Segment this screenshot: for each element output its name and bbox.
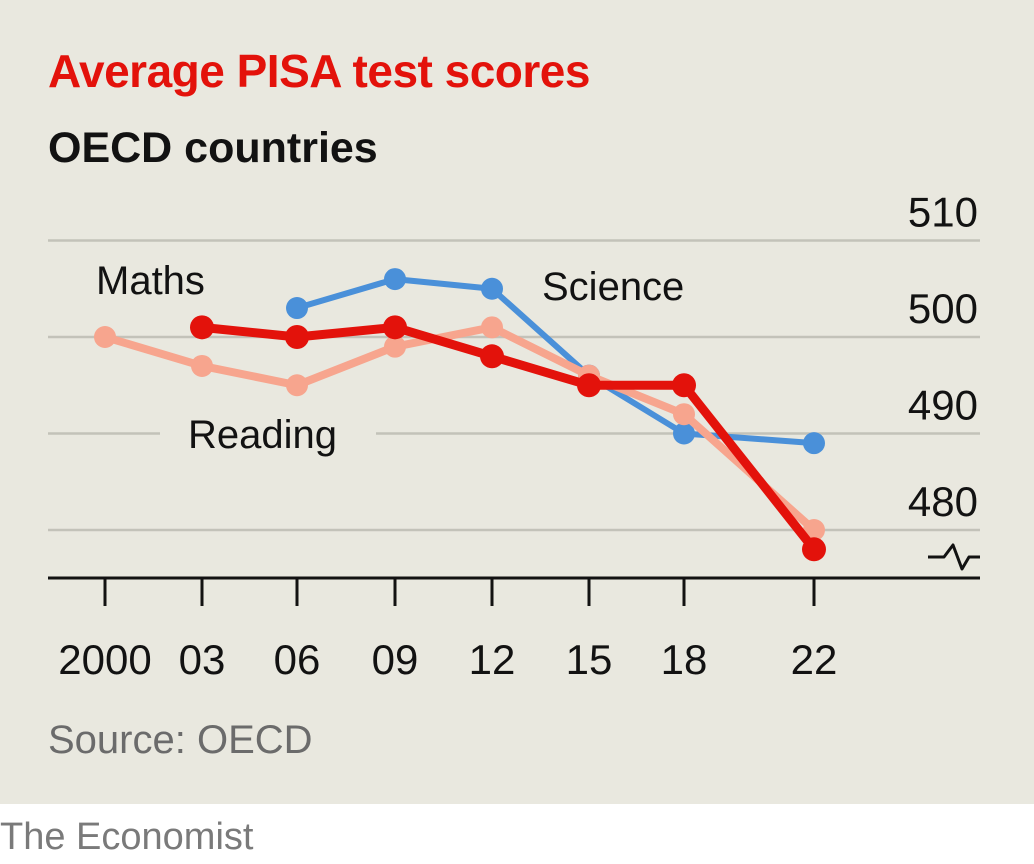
line-chart: 480 490 500 510 2000 03 06 09 12 15 18 22 Science Rea… (48, 189, 980, 683)
science-point (673, 422, 695, 445)
science-point (384, 268, 406, 291)
y-tick-label: 490 (908, 382, 978, 429)
maths-point (802, 537, 826, 562)
maths-point (285, 325, 309, 349)
maths-point (190, 315, 214, 340)
x-tick-label: 2000 (58, 636, 151, 683)
x-tick-label: 09 (372, 636, 419, 683)
chart-title: Average PISA test scores (48, 45, 590, 97)
reading-line (101, 323, 818, 534)
x-tick-label: 18 (661, 636, 708, 683)
science-series-label: Science (542, 265, 684, 309)
science-point (803, 432, 825, 455)
x-tick-label: 12 (469, 636, 516, 683)
reading-point (191, 354, 213, 377)
reading-point (481, 316, 503, 339)
x-tick-label: 22 (791, 636, 838, 683)
y-tick-label: 480 (908, 478, 978, 525)
maths-point (480, 344, 504, 369)
reading-point (286, 374, 308, 397)
reading-point (384, 335, 406, 358)
chart-source: Source: OECD (48, 718, 313, 762)
reading-point (94, 326, 116, 348)
axis-break-icon (928, 543, 980, 571)
x-tick-label: 06 (274, 636, 321, 683)
x-tick-label: 15 (566, 636, 613, 683)
x-tick-label: 03 (179, 636, 226, 683)
maths-series-label: Maths (96, 259, 205, 303)
science-point (481, 277, 503, 300)
y-tick-label: 500 (908, 285, 978, 332)
maths-point (672, 373, 696, 398)
brand-credit: The Economist (0, 816, 254, 858)
maths-point (383, 315, 407, 340)
y-tick-label: 510 (908, 189, 978, 236)
maths-point (577, 373, 601, 398)
chart-subtitle: OECD countries (48, 124, 378, 172)
reading-series-label: Reading (188, 413, 337, 457)
chart-panel (0, 0, 1034, 804)
reading-point (673, 403, 695, 426)
science-point (286, 297, 308, 320)
